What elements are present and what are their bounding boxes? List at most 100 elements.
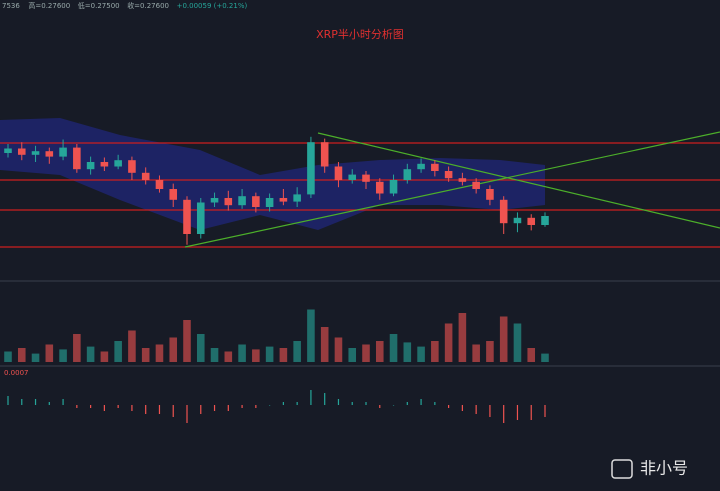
volume-bar	[114, 341, 122, 362]
candle-body	[320, 142, 329, 167]
volume-bar	[210, 348, 219, 362]
chart-title: XRP半小时分析图	[316, 27, 404, 41]
macd-bar	[21, 399, 23, 405]
volume-bar	[59, 349, 67, 362]
candle-body	[417, 163, 425, 170]
macd-bar	[7, 396, 9, 405]
candle-body	[279, 198, 288, 202]
volume-bar	[403, 342, 412, 362]
header: 7536 高=0.27600 低=0.27500 收=0.27600 +0.00059 …	[2, 1, 247, 10]
candle-body	[183, 199, 191, 234]
header-item: +0.00059 (+0.21%)	[177, 2, 248, 10]
volume-bar	[4, 351, 12, 362]
candle-body	[31, 151, 40, 155]
candle-body	[293, 194, 301, 202]
volume-bar	[458, 313, 467, 362]
macd-bar	[213, 405, 216, 411]
macd-bar	[145, 405, 147, 414]
candle-body	[252, 196, 260, 207]
macd-bar	[503, 405, 505, 423]
candle-body	[265, 198, 274, 207]
volume-bar	[183, 320, 191, 362]
trend-line	[317, 132, 720, 229]
candle-body	[431, 163, 439, 171]
candle-body	[389, 180, 398, 194]
volume-bar	[100, 351, 109, 362]
macd-bar	[255, 405, 257, 408]
candle-body	[307, 142, 315, 195]
macd-bar	[296, 402, 298, 405]
volume-bar	[334, 337, 343, 362]
candle-body	[141, 172, 150, 180]
candle-body	[513, 217, 522, 224]
watermark: 非小号	[640, 459, 688, 478]
volume-bar	[169, 337, 178, 362]
volume-bar	[389, 334, 398, 362]
volume-bar	[362, 344, 370, 362]
volume-bar	[196, 334, 205, 362]
volume-bar	[307, 309, 315, 362]
macd-bar	[489, 405, 491, 417]
trend-line	[184, 131, 720, 248]
candle-body	[169, 189, 178, 200]
volume-bar	[265, 346, 274, 362]
candle-body	[59, 147, 67, 157]
volume-bar	[17, 348, 26, 362]
volume-bar	[45, 344, 54, 362]
macd-bar	[117, 405, 119, 408]
candle-body	[444, 171, 453, 179]
bollinger-band	[0, 118, 545, 230]
candle-body	[348, 174, 357, 180]
candle-body	[73, 147, 81, 170]
candle-body	[17, 148, 26, 155]
macd-bar	[131, 405, 133, 411]
candle-body	[499, 199, 508, 224]
macd-bar	[337, 399, 340, 405]
volume-bar	[348, 348, 357, 362]
macd-bar	[62, 399, 64, 405]
candle-body	[114, 160, 122, 167]
volume-bar	[320, 327, 329, 362]
macd-bar	[434, 402, 436, 405]
candle-body	[403, 169, 412, 180]
volume-bar	[486, 341, 494, 362]
macd-bar	[241, 405, 243, 408]
volume-bar	[527, 348, 536, 362]
macd-bar	[530, 405, 532, 420]
macd-bar	[475, 405, 477, 414]
header-item: 低=0.27500	[78, 1, 120, 10]
volume-bar	[279, 348, 288, 362]
macd-bar	[158, 405, 161, 414]
macd-bar	[544, 405, 546, 417]
candle-body	[238, 196, 246, 206]
candle-body	[541, 216, 549, 225]
candle-body	[100, 162, 109, 167]
candle-body	[334, 166, 343, 180]
volume-bar	[472, 344, 480, 362]
volume-bar	[375, 341, 384, 362]
volume-bar	[541, 353, 549, 362]
macd-bar	[351, 402, 353, 405]
candle-body	[196, 202, 205, 234]
macd-label: 0.0007	[4, 369, 29, 377]
macd-bar	[227, 405, 229, 411]
marks	[4, 136, 549, 423]
macd-bar	[103, 405, 105, 411]
volume-bar	[128, 330, 136, 362]
volume-bar	[73, 334, 81, 362]
macd-bar	[420, 399, 422, 405]
macd-bar	[406, 402, 408, 405]
candle-body	[128, 160, 136, 173]
volume-bar	[293, 341, 301, 362]
header-item: 7536	[2, 2, 20, 10]
macd-bar	[365, 402, 367, 405]
macd-bar	[282, 402, 284, 405]
macd-bar	[448, 405, 450, 408]
macd-bar	[172, 405, 174, 417]
macd-bar	[186, 405, 188, 423]
volume-bar	[224, 351, 233, 362]
volume-bar	[86, 346, 95, 362]
